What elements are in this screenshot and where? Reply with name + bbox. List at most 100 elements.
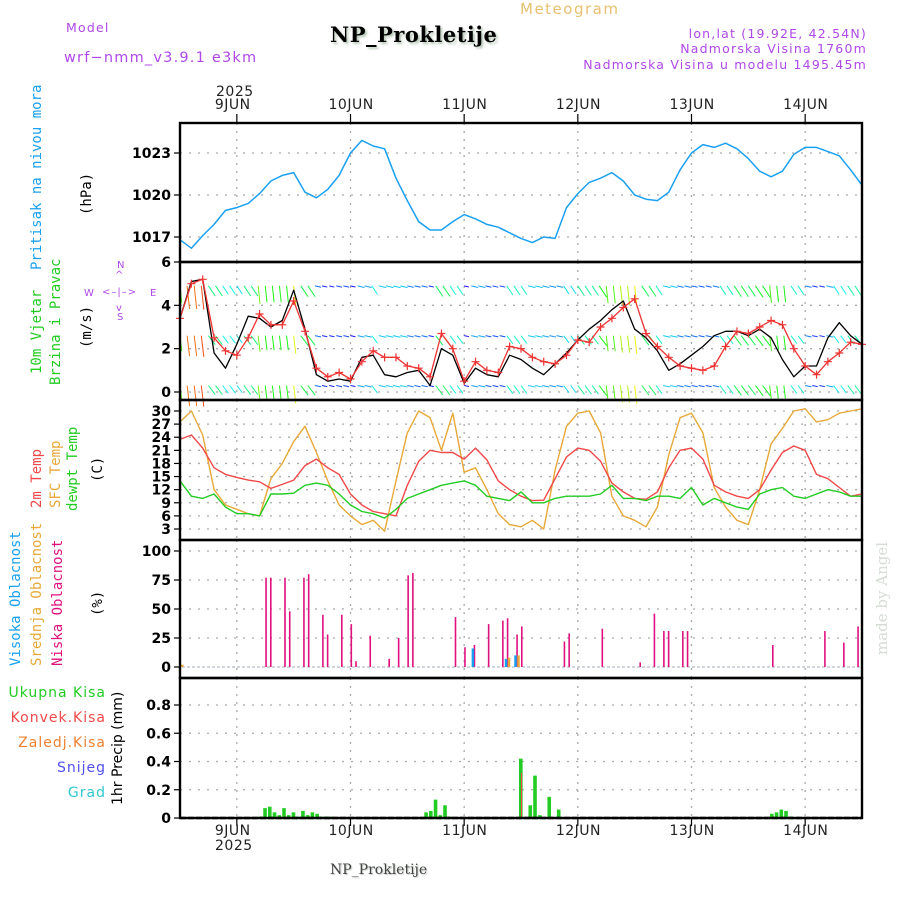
- top-day-label: 9JUN: [214, 97, 251, 113]
- wind-barb: [549, 335, 557, 338]
- wind-barb: [506, 285, 514, 296]
- wind-barb: [733, 285, 742, 298]
- wind-barb: [393, 285, 401, 289]
- wind-barb: [449, 285, 457, 296]
- wind-barb: [250, 385, 259, 395]
- wind-barb: [584, 285, 592, 296]
- wind-speed-marker: [676, 362, 685, 370]
- wind-speed-marker: [551, 359, 560, 368]
- wind-barb: [584, 335, 592, 345]
- precip-bar: [774, 812, 779, 818]
- cloud-bar: [521, 626, 523, 667]
- wind-barb: [414, 285, 421, 288]
- wind-barb: [605, 285, 609, 304]
- cloud-bar: [307, 574, 310, 667]
- wind-barb: [215, 385, 223, 395]
- wind-barb: [400, 285, 408, 289]
- model-elevation-label: Nadmorska Visina u modelu 1495.45m: [583, 57, 867, 72]
- wind-barb: [612, 385, 616, 402]
- y-tick-label: 0.8: [146, 698, 171, 714]
- wind-barb: [520, 385, 528, 394]
- wind-barb: [314, 335, 322, 338]
- cloud-bar: [843, 642, 845, 667]
- precip-bar: [305, 815, 310, 818]
- wind-barb: [407, 285, 414, 288]
- wind-speed-marker: [517, 344, 525, 353]
- precip-bar: [779, 809, 784, 818]
- wind-speed-marker: [380, 353, 389, 362]
- wind-barb: [229, 335, 236, 344]
- wind-barb: [378, 285, 387, 289]
- wind-barb: [236, 335, 243, 344]
- wind-barb: [819, 285, 825, 288]
- precip-bar: [310, 812, 315, 818]
- dewpt-temp-line: [179, 480, 862, 519]
- wind-speed-marker: [801, 362, 810, 370]
- panel-frame: [178, 398, 864, 542]
- wind-barb: [229, 285, 236, 295]
- wind-speed-marker: [653, 342, 662, 351]
- wind-barb: [321, 285, 328, 288]
- y-tick-label: 21: [152, 443, 171, 459]
- model-label: Model: [66, 20, 110, 35]
- wind-speed-marker: [835, 349, 844, 357]
- cloud-bar: [506, 618, 509, 667]
- wind-speed-marker: [494, 368, 503, 377]
- compass-east: E: [150, 288, 157, 299]
- precip-bar: [267, 806, 272, 818]
- legend-total-rain: Ukupna Kisa: [8, 685, 106, 701]
- legend-hail: Grad: [67, 785, 106, 801]
- precip-bar: [291, 812, 296, 818]
- wind-barb: [577, 385, 585, 395]
- wind-barb: [591, 285, 599, 296]
- wind-barb: [449, 385, 457, 394]
- wind-speed-marker: [187, 279, 196, 288]
- wind-barb: [350, 385, 356, 388]
- y-tick-label: 0: [161, 385, 171, 401]
- compass-cross-icon: <–|–>: [102, 287, 138, 298]
- wind-barb: [826, 335, 834, 338]
- wind-speed-marker: [426, 372, 435, 381]
- wind-barb: [321, 335, 328, 338]
- compass-arrow-s-icon: v: [116, 303, 122, 314]
- precip-bar: [272, 812, 277, 818]
- wind-barb: [740, 385, 749, 396]
- wind-barb: [698, 335, 705, 338]
- precip-bar: [521, 772, 522, 818]
- wind-barb: [755, 285, 764, 298]
- wind-barb: [293, 335, 297, 354]
- wind-barb: [570, 335, 577, 344]
- wind-speed-marker: [630, 294, 639, 303]
- wind-barb: [421, 285, 428, 288]
- y-tick-label: 1023: [132, 146, 171, 162]
- wind-barb: [712, 285, 720, 288]
- wind-barb: [357, 385, 365, 388]
- wind-speed-marker: [585, 338, 594, 347]
- sfc-temp-line: [179, 408, 863, 532]
- wind-barb: [300, 285, 309, 298]
- wind-barb: [542, 335, 550, 338]
- wind-barb: [684, 385, 691, 388]
- wind-barb: [357, 285, 365, 288]
- precip-bar: [277, 815, 282, 818]
- cloud-bar: [682, 631, 684, 667]
- wind-barb: [336, 285, 343, 288]
- cloud-bar: [686, 631, 689, 667]
- y-tick-label: 4: [161, 298, 171, 314]
- wind-speed-marker: [505, 342, 514, 351]
- wind-barb: [840, 285, 847, 295]
- wind-barb: [733, 385, 742, 396]
- wind-speed-marker: [403, 362, 412, 370]
- cloud-bar: [322, 614, 324, 667]
- wind-barb: [747, 385, 756, 396]
- wind-barb: [740, 285, 749, 298]
- wind-barb: [478, 285, 486, 288]
- y-tick-label: 1017: [132, 230, 171, 246]
- wind-barb: [677, 385, 684, 388]
- wind-barb: [371, 335, 378, 344]
- wind-barb: [378, 335, 387, 338]
- wind-barb: [456, 285, 464, 296]
- wind-barb: [350, 335, 356, 338]
- cloud-bar: [502, 620, 504, 667]
- wind-barb: [755, 335, 764, 347]
